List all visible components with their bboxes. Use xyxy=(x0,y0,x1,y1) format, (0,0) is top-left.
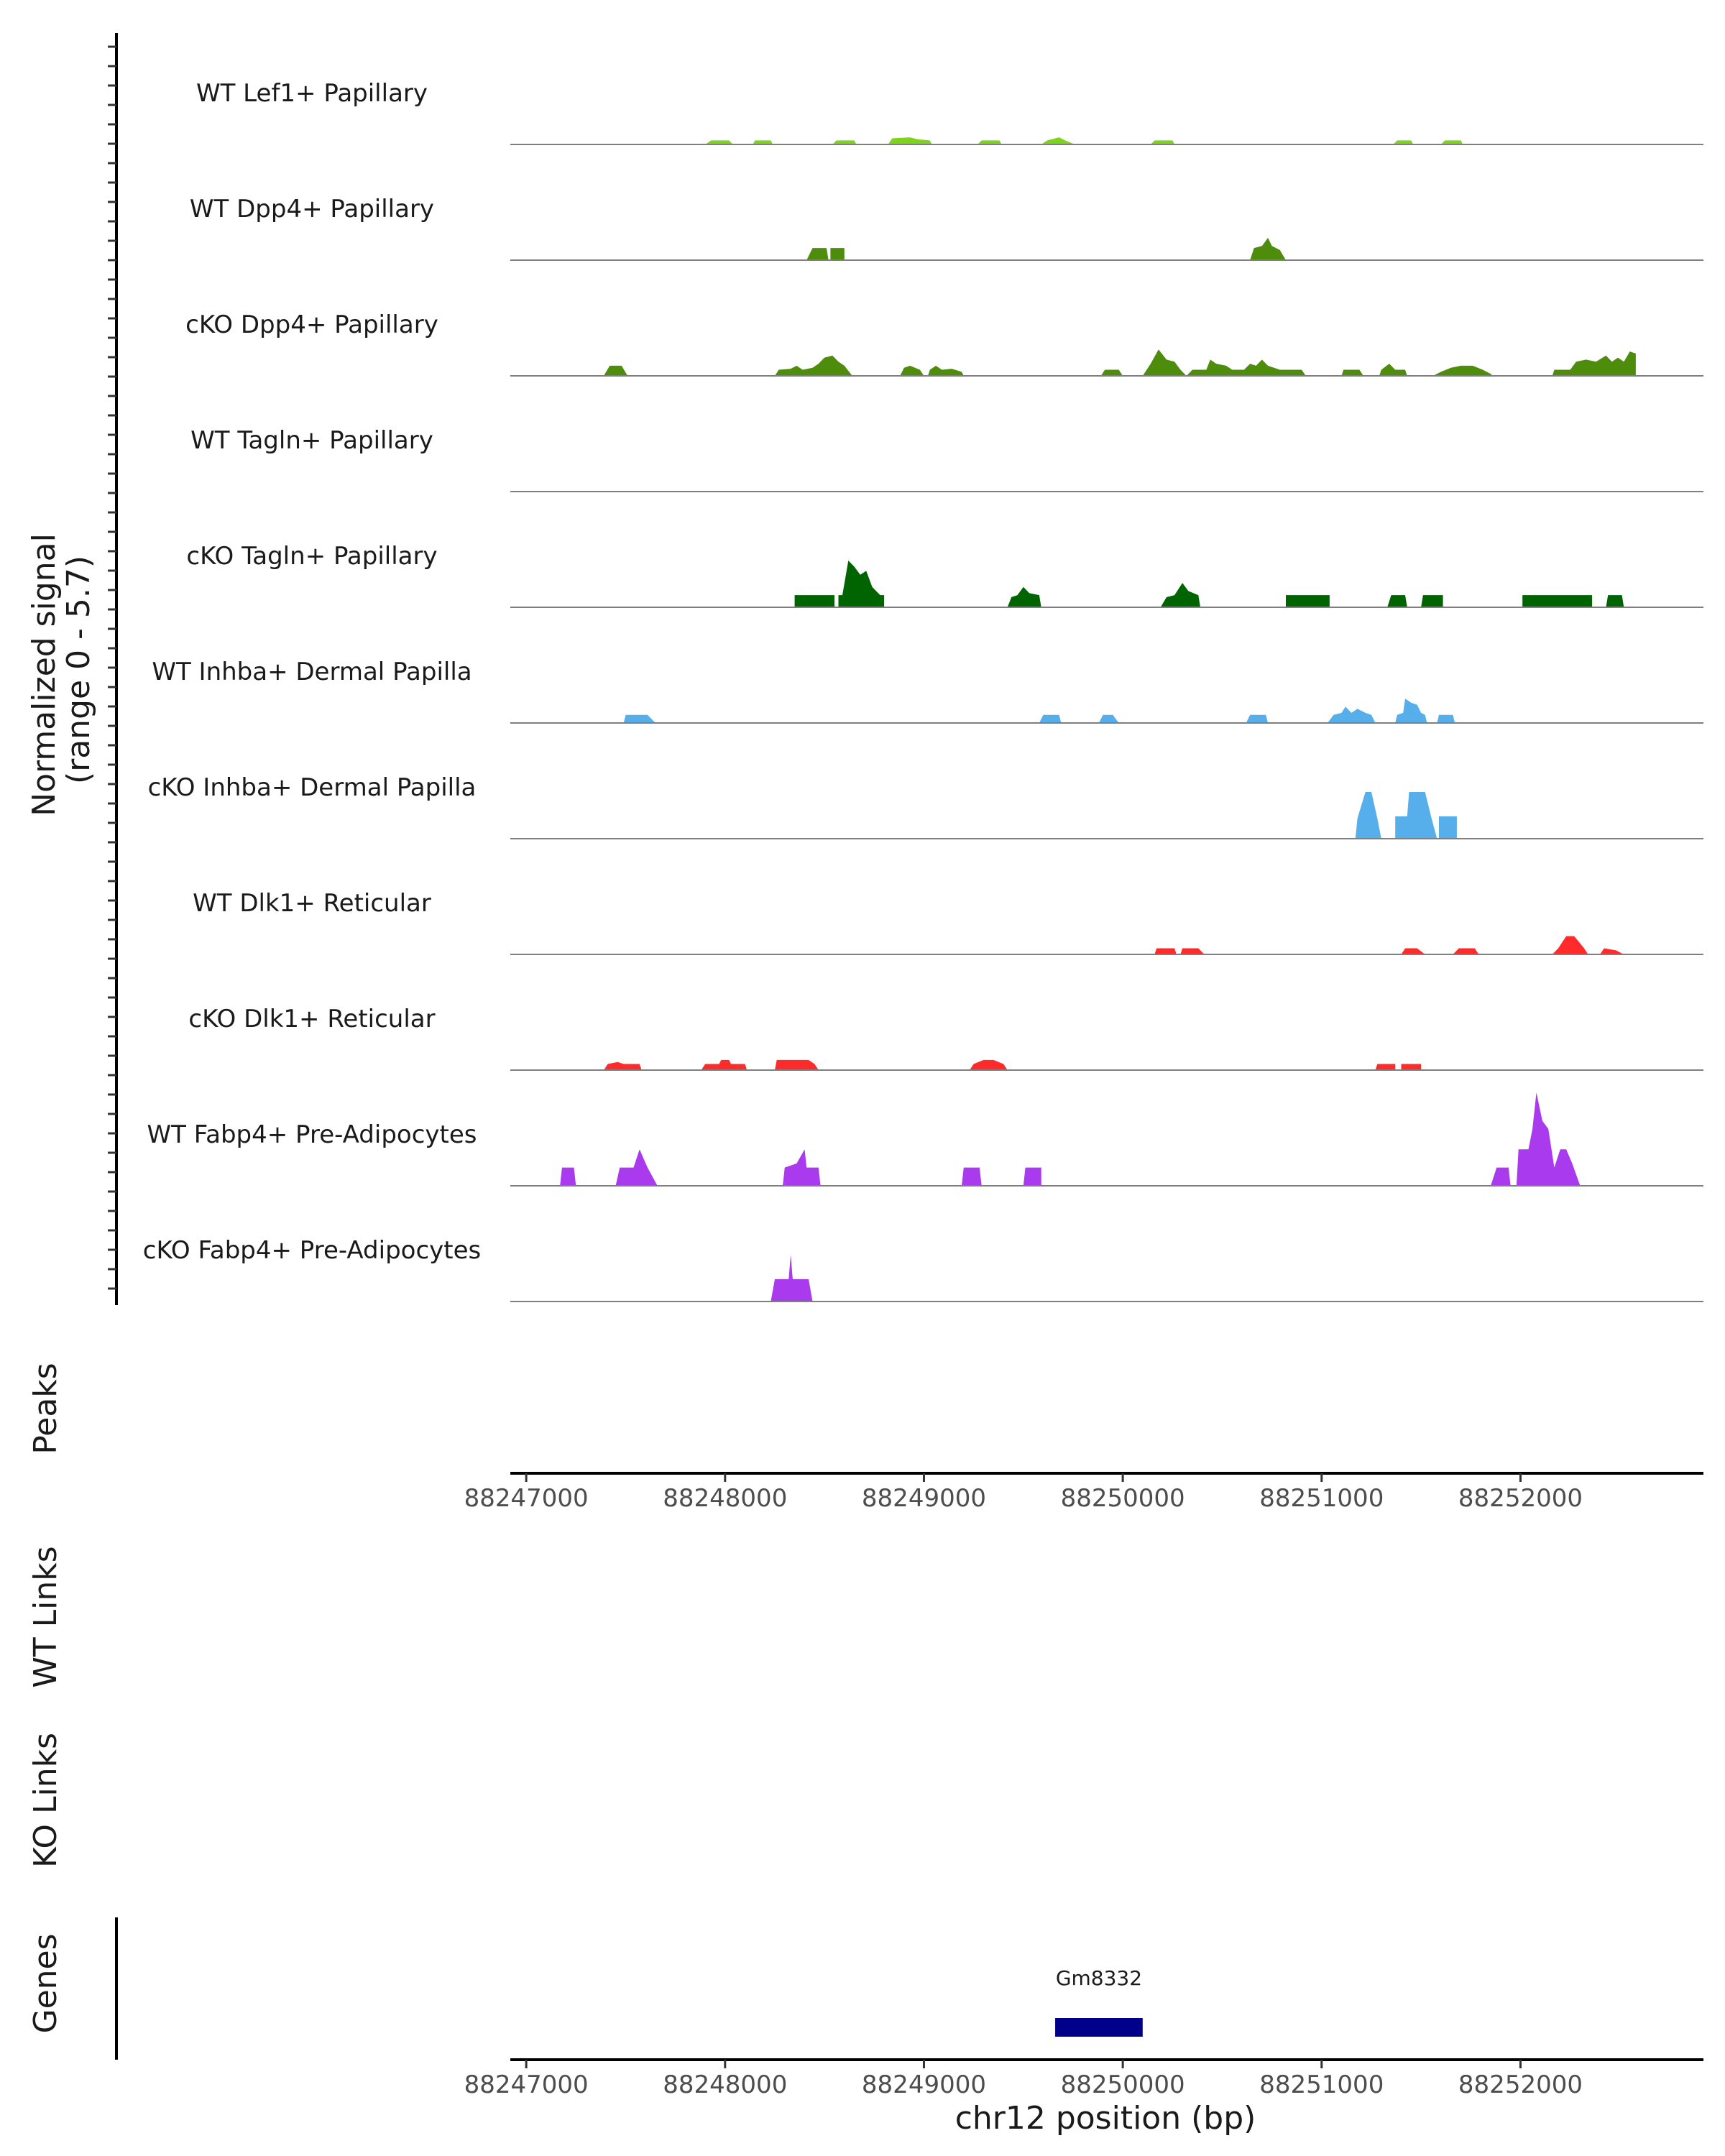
track-label: WT Tagln+ Papillary xyxy=(190,426,433,455)
coverage-area xyxy=(604,349,1636,376)
track-label: cKO Inhba+ Dermal Papilla xyxy=(148,773,477,802)
coverage-area xyxy=(604,1059,1422,1070)
x-axis-tick-label: 88247000 xyxy=(464,1484,589,1513)
x-axis-tick-label: 88252000 xyxy=(1458,2070,1583,2099)
gene-gm8332: Gm8332 xyxy=(1055,1966,1143,2037)
track-cko-fabp4-pre-adipocytes: cKO Fabp4+ Pre-Adipocytes xyxy=(143,1236,1703,1302)
track-wt-lef1-papillary: WT Lef1+ Papillary xyxy=(196,79,1703,145)
wt-links-track-label: WT Links xyxy=(27,1546,64,1687)
track-label: cKO Tagln+ Papillary xyxy=(186,542,437,571)
coverage-area xyxy=(806,237,1286,260)
coverage-area xyxy=(705,137,1463,144)
track-cko-dpp4-papillary: cKO Dpp4+ Papillary xyxy=(185,310,1703,377)
x-axis-tick-label: 88249000 xyxy=(862,2070,986,2099)
coverage-area xyxy=(560,1092,1581,1186)
track-wt-dpp4-papillary: WT Dpp4+ Papillary xyxy=(190,195,1703,261)
signal-axis-label: Normalized signal (range 0 - 5.7) xyxy=(26,523,97,816)
track-label: WT Inhba+ Dermal Papilla xyxy=(152,658,472,686)
track-label: WT Lef1+ Papillary xyxy=(196,79,428,108)
track-cko-tagln-papillary: cKO Tagln+ Papillary xyxy=(186,542,1703,608)
ko-links-track-label: KO Links xyxy=(27,1733,64,1868)
coverage-area xyxy=(794,561,1624,607)
track-label: WT Fabp4+ Pre-Adipocytes xyxy=(147,1120,477,1149)
signal-axis-ticks xyxy=(108,45,116,1290)
gene-annotations: Gm8332 xyxy=(1055,1966,1143,2037)
gene-name-label: Gm8332 xyxy=(1056,1966,1142,1990)
x-axis-title: chr12 position (bp) xyxy=(955,2100,1256,2137)
track-label: cKO Dpp4+ Papillary xyxy=(185,310,438,339)
coverage-area xyxy=(1154,936,1624,954)
track-cko-dlk1-reticular: cKO Dlk1+ Reticular xyxy=(188,1005,1703,1071)
track-cko-inhba-dermal-papilla: cKO Inhba+ Dermal Papilla xyxy=(148,773,1703,839)
x-axis-tick-label: 88248000 xyxy=(663,1484,787,1513)
genes-x-axis-ticks: 88247000 88248000 88249000 88250000 88251000… xyxy=(464,2060,1583,2099)
coverage-area xyxy=(1355,792,1457,839)
track-label: WT Dlk1+ Reticular xyxy=(193,889,431,918)
x-axis-tick-label: 88250000 xyxy=(1061,2070,1185,2099)
track-wt-dlk1-reticular: WT Dlk1+ Reticular xyxy=(193,889,1703,955)
track-wt-fabp4-pre-adipocytes: WT Fabp4+ Pre-Adipocytes xyxy=(147,1092,1703,1187)
coverage-area xyxy=(623,699,1455,723)
x-axis-tick-label: 88247000 xyxy=(464,2070,589,2099)
gene-body xyxy=(1055,2018,1143,2037)
x-axis-tick-label: 88251000 xyxy=(1259,1484,1384,1513)
track-label: cKO Dlk1+ Reticular xyxy=(188,1005,435,1033)
track-label: cKO Fabp4+ Pre-Adipocytes xyxy=(143,1236,482,1265)
x-axis-tick-label: 88251000 xyxy=(1259,2070,1384,2099)
coverage-area xyxy=(770,1255,813,1302)
x-axis-tick-label: 88250000 xyxy=(1061,1484,1185,1513)
x-axis-tick-label: 88248000 xyxy=(663,2070,787,2099)
track-label: WT Dpp4+ Papillary xyxy=(190,195,434,224)
peaks-x-axis-ticks: 88247000 88248000 88249000 88250000 88251000… xyxy=(464,1473,1583,1513)
peaks-track-label: Peaks xyxy=(27,1363,64,1454)
x-axis-tick-label: 88252000 xyxy=(1458,1484,1583,1513)
genes-track-label: Genes xyxy=(27,1933,64,2033)
track-wt-inhba-dermal-papilla: WT Inhba+ Dermal Papilla xyxy=(152,658,1703,724)
track-wt-tagln-papillary: WT Tagln+ Papillary xyxy=(190,426,1703,492)
x-axis-tick-label: 88249000 xyxy=(862,1484,986,1513)
coverage-tracks: WT Lef1+ Papillary WT Dpp4+ Papillary cKO … xyxy=(143,79,1703,1302)
